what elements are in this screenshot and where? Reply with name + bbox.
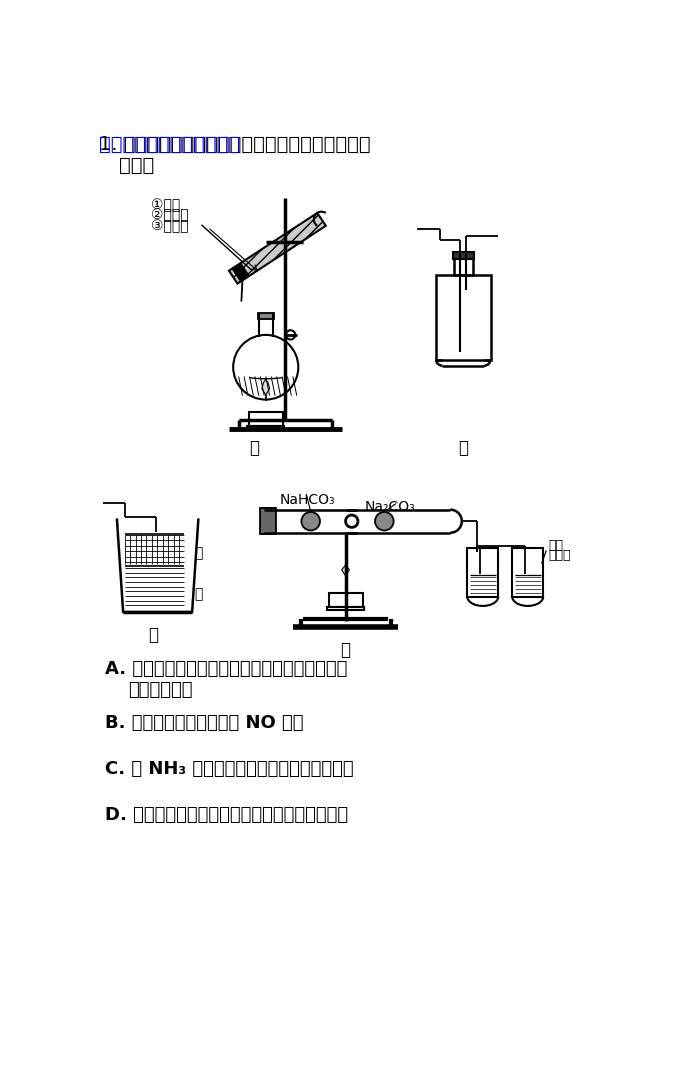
Text: NaHCO₃: NaHCO₃: [280, 493, 335, 507]
Bar: [260, 508, 276, 534]
Text: 乙: 乙: [458, 439, 468, 457]
Polygon shape: [229, 213, 326, 284]
Text: 甲: 甲: [249, 439, 259, 457]
Text: D. 利用图丁装置验证碳酸钓和碳酸氢钓的稳定性: D. 利用图丁装置验证碳酸钓和碳酸氢钓的稳定性: [104, 806, 348, 824]
Bar: [512, 548, 543, 597]
Bar: [327, 606, 364, 609]
Text: 微信公众号关注：趣找答案: 微信公众号关注：趣找答案: [99, 135, 240, 153]
Text: Na₂CO₃: Na₂CO₃: [365, 500, 416, 514]
Bar: [247, 426, 284, 428]
Text: ③冰醋酸: ③冰醋酸: [151, 220, 189, 233]
Text: 澄清: 澄清: [549, 539, 564, 552]
Text: 验的是: 验的是: [118, 155, 154, 175]
Bar: [258, 314, 274, 319]
Text: ①乙醇: ①乙醇: [151, 198, 181, 212]
Bar: [328, 593, 363, 606]
Bar: [454, 258, 472, 275]
Text: B. 利用图乙所示装置收集 NO 气体: B. 利用图乙所示装置收集 NO 气体: [104, 713, 303, 731]
Text: 丙: 丙: [148, 625, 158, 644]
Text: 丁: 丁: [341, 640, 351, 659]
Circle shape: [302, 512, 320, 530]
Polygon shape: [229, 213, 326, 284]
Text: 1. 下列实验装置或实验操作正确，且能完成相应实: 1. 下列实验装置或实验操作正确，且能完成相应实: [99, 135, 371, 153]
Polygon shape: [342, 565, 349, 576]
Bar: [248, 412, 283, 426]
Text: 水: 水: [195, 587, 203, 602]
Text: 制取乙酸乙酯: 制取乙酸乙酯: [128, 681, 192, 699]
Polygon shape: [262, 379, 270, 395]
Polygon shape: [232, 263, 249, 282]
Text: A. 按照图甲中序号所示顺序向试管中加入试剂，: A. 按照图甲中序号所示顺序向试管中加入试剂，: [104, 660, 347, 678]
Text: C. 将 NH₃ 通入图丙所示装置中进行尾气吸收: C. 将 NH₃ 通入图丙所示装置中进行尾气吸收: [104, 760, 354, 778]
Bar: [468, 548, 498, 597]
Text: 苯: 苯: [195, 546, 203, 560]
Text: ②浓硫酸: ②浓硫酸: [151, 209, 189, 223]
Bar: [452, 252, 474, 259]
Circle shape: [375, 512, 393, 530]
Text: 石灰水: 石灰水: [549, 549, 571, 562]
Bar: [436, 275, 491, 360]
